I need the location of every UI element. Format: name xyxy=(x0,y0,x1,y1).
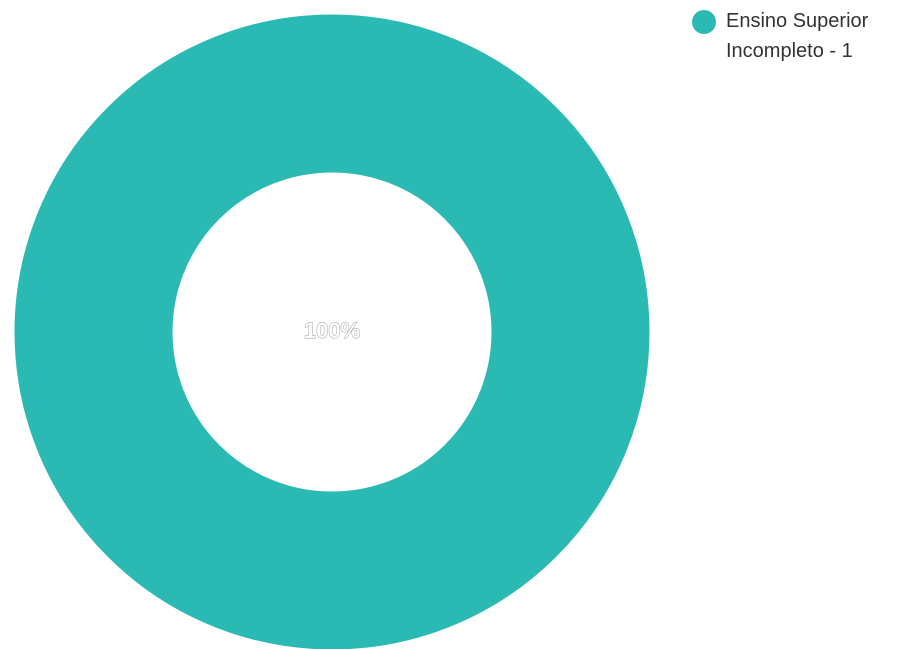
donut-slice-labels: 100% xyxy=(303,317,360,343)
legend-label: Ensino Superior Incompleto - 1 xyxy=(726,10,869,62)
legend-item[interactable]: Ensino Superior Incompleto - 1 xyxy=(692,6,917,66)
donut-slices xyxy=(13,13,651,649)
slice-percent-label: 100% xyxy=(304,318,360,343)
donut-slice[interactable] xyxy=(13,13,651,649)
donut-chart-plot: 100% xyxy=(13,13,651,649)
legend-marker-icon xyxy=(692,10,716,34)
chart-legend: Ensino Superior Incompleto - 1 xyxy=(692,6,917,66)
